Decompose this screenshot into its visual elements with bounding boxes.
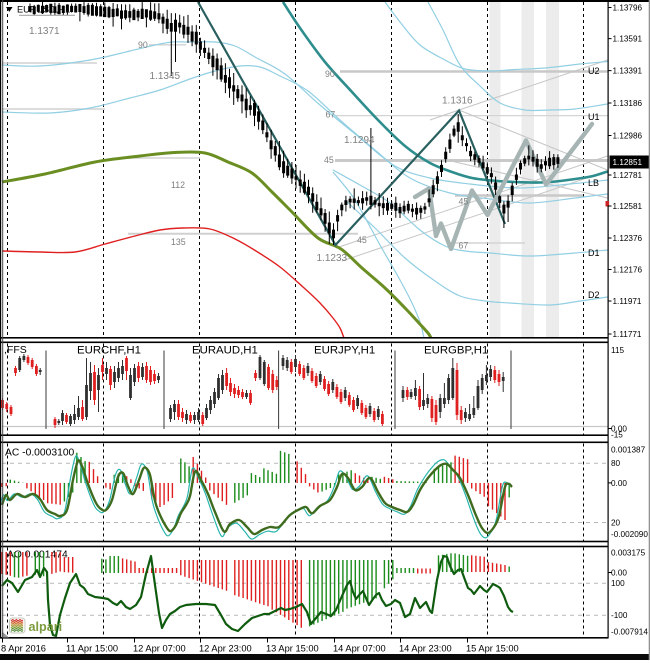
svg-text:-15: -15 bbox=[611, 431, 623, 440]
svg-text:1.11971: 1.11971 bbox=[613, 297, 642, 306]
svg-text:EURGBP,H1: EURGBP,H1 bbox=[424, 345, 488, 357]
svg-text:1.11771: 1.11771 bbox=[613, 330, 642, 339]
svg-text:8 Apr 2016: 8 Apr 2016 bbox=[1, 643, 46, 653]
svg-text:1.13591: 1.13591 bbox=[613, 35, 643, 44]
svg-text:0.003175: 0.003175 bbox=[611, 549, 646, 558]
svg-text:90: 90 bbox=[138, 40, 148, 50]
svg-text:1.1345: 1.1345 bbox=[150, 71, 181, 82]
svg-text:13 Apr 15:00: 13 Apr 15:00 bbox=[266, 643, 319, 653]
svg-text:AC -0.0003100: AC -0.0003100 bbox=[5, 448, 75, 459]
svg-text:0.00: 0.00 bbox=[611, 425, 627, 434]
svg-text:-0.002090: -0.002090 bbox=[611, 530, 648, 539]
svg-text:EURAUD,H1: EURAUD,H1 bbox=[192, 345, 258, 357]
svg-text:67: 67 bbox=[459, 241, 469, 251]
svg-text:1.13391: 1.13391 bbox=[613, 67, 643, 76]
svg-text:80: 80 bbox=[611, 459, 621, 468]
svg-text:EURCHF,H1: EURCHF,H1 bbox=[77, 345, 141, 357]
svg-text:45: 45 bbox=[459, 197, 469, 207]
svg-text:1.12851: 1.12851 bbox=[613, 158, 643, 167]
svg-text:1.12581: 1.12581 bbox=[613, 202, 643, 211]
svg-text:90: 90 bbox=[325, 69, 335, 79]
svg-text:45: 45 bbox=[357, 235, 367, 245]
svg-text:100: 100 bbox=[611, 579, 625, 588]
svg-text:11 Apr 15:00: 11 Apr 15:00 bbox=[66, 643, 118, 653]
svg-text:EURJPY,H1: EURJPY,H1 bbox=[314, 345, 375, 357]
svg-text:15 Apr 15:00: 15 Apr 15:00 bbox=[466, 643, 519, 653]
svg-text:112: 112 bbox=[171, 180, 185, 190]
svg-text:1.1233: 1.1233 bbox=[317, 253, 348, 264]
svg-text:14 Apr 07:00: 14 Apr 07:00 bbox=[333, 643, 386, 653]
svg-text:alpari: alpari bbox=[29, 620, 63, 634]
svg-text:U1: U1 bbox=[588, 112, 600, 122]
svg-text:12 Apr 07:00: 12 Apr 07:00 bbox=[133, 643, 186, 653]
svg-text:115: 115 bbox=[611, 346, 624, 355]
svg-text:,FFS: ,FFS bbox=[4, 344, 27, 356]
svg-text:0.001387: 0.001387 bbox=[611, 446, 646, 455]
svg-text:14 Apr 23:00: 14 Apr 23:00 bbox=[399, 643, 452, 653]
svg-text:U2: U2 bbox=[588, 66, 600, 76]
svg-text:20: 20 bbox=[611, 519, 621, 528]
svg-text:1.1371: 1.1371 bbox=[29, 26, 60, 37]
svg-text:-0.007914: -0.007914 bbox=[611, 628, 648, 637]
svg-text:LB: LB bbox=[588, 178, 599, 188]
svg-text:0.00: 0.00 bbox=[611, 569, 627, 578]
svg-text:135: 135 bbox=[171, 237, 186, 247]
svg-text:1.13796: 1.13796 bbox=[613, 4, 643, 13]
svg-text:12 Apr 23:00: 12 Apr 23:00 bbox=[199, 643, 252, 653]
svg-text:-100: -100 bbox=[611, 611, 628, 620]
svg-text:EURUSD,H1: EURUSD,H1 bbox=[17, 5, 70, 15]
svg-text:1.12376: 1.12376 bbox=[613, 234, 643, 243]
svg-text:D1: D1 bbox=[588, 248, 600, 258]
svg-text:D2: D2 bbox=[588, 290, 600, 300]
svg-text:67: 67 bbox=[326, 110, 336, 120]
svg-text:0.00: 0.00 bbox=[611, 479, 627, 488]
svg-text:45: 45 bbox=[324, 155, 334, 165]
svg-text:1.12986: 1.12986 bbox=[613, 132, 643, 141]
svg-text:1.1316: 1.1316 bbox=[442, 96, 473, 107]
svg-text:1.1294: 1.1294 bbox=[344, 135, 375, 146]
svg-text:1.12781: 1.12781 bbox=[613, 171, 643, 180]
svg-text:AO 0.001474: AO 0.001474 bbox=[7, 550, 68, 561]
svg-text:1.12176: 1.12176 bbox=[613, 266, 643, 275]
svg-text:1.13186: 1.13186 bbox=[613, 99, 643, 108]
